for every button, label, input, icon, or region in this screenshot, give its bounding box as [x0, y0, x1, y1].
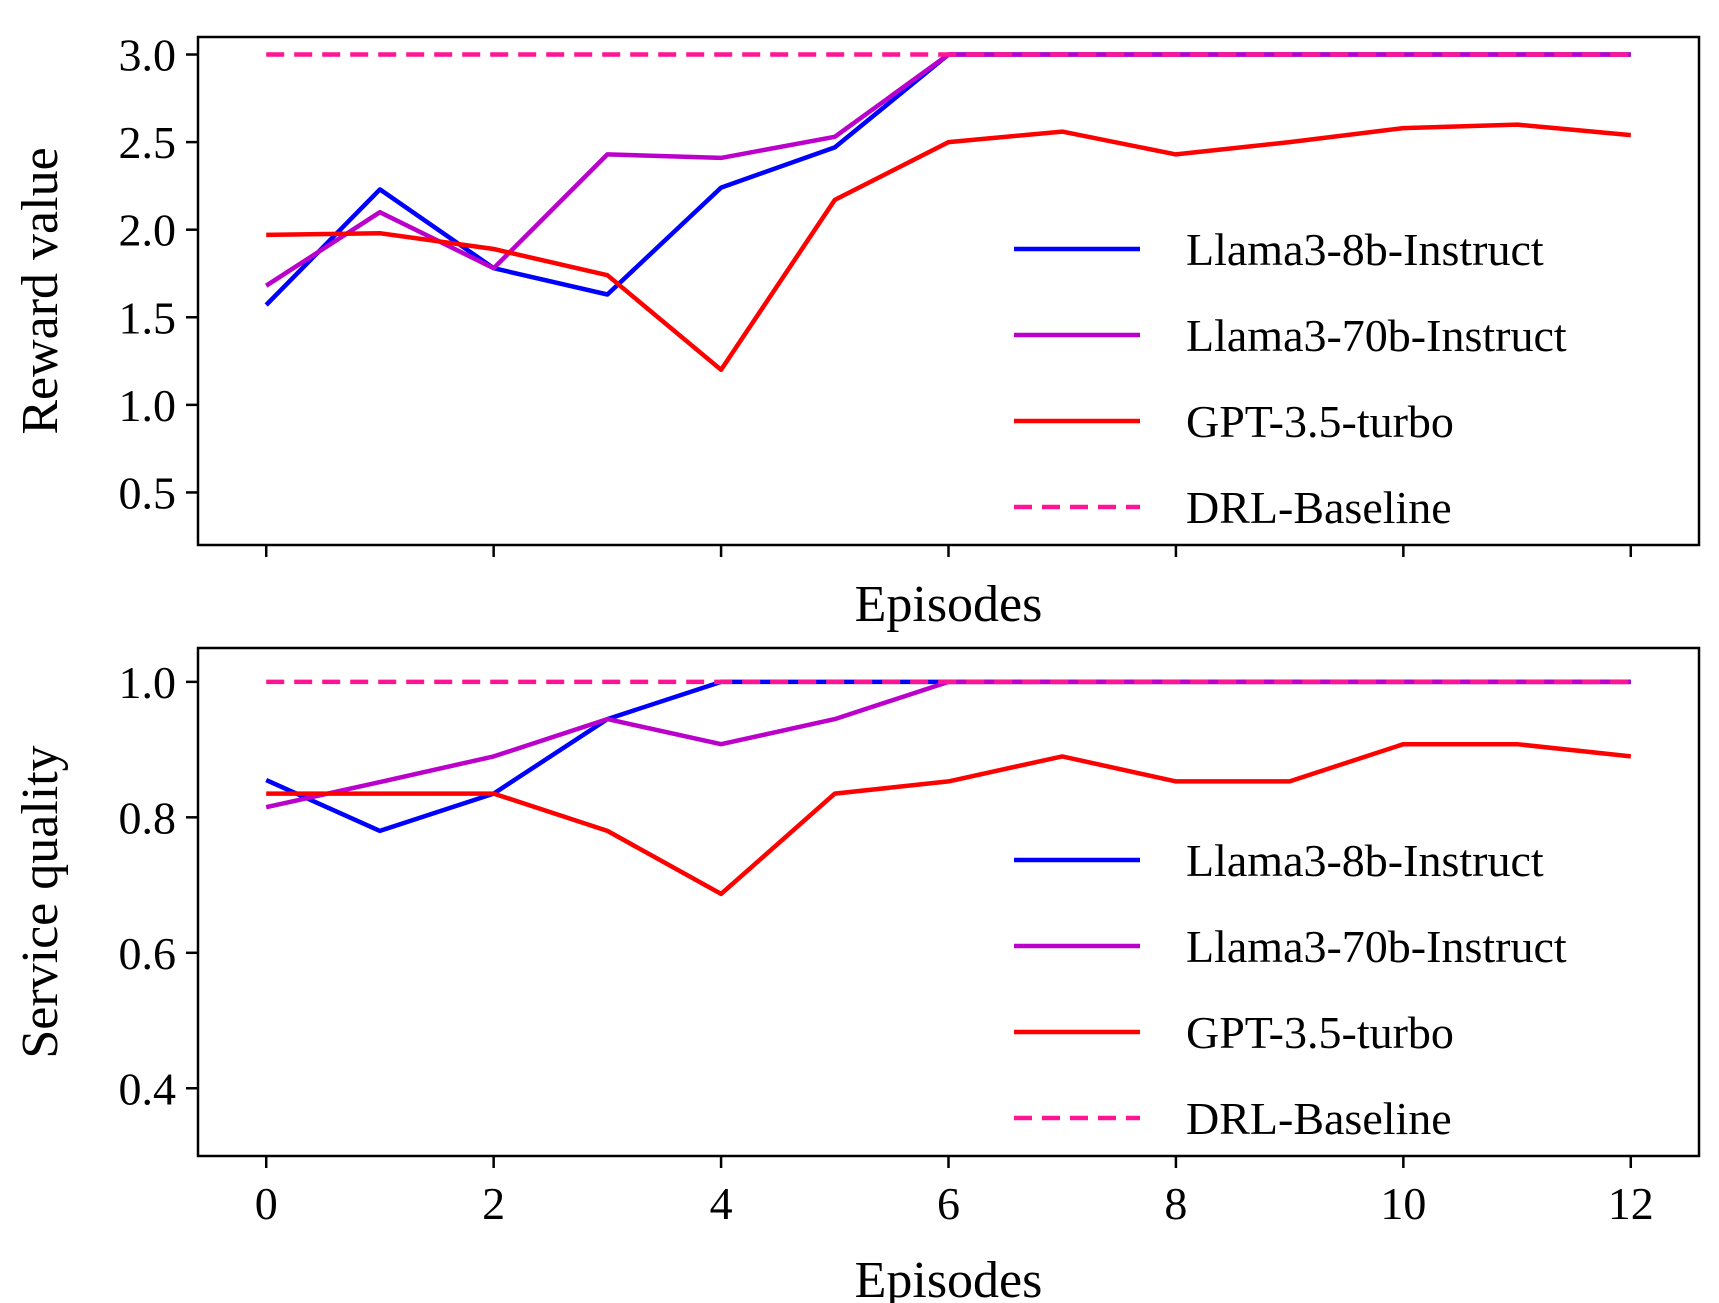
- y-axis-label: Reward value: [12, 147, 69, 434]
- y-tick-label: 2.5: [119, 117, 177, 168]
- legend-label-gpt-3-5-turbo: GPT-3.5-turbo: [1186, 1007, 1454, 1058]
- x-axis-label: Episodes: [855, 576, 1043, 633]
- y-tick-label: 0.5: [119, 467, 177, 518]
- y-tick-label: 1.0: [119, 657, 177, 708]
- service-quality-panel: 0.4 0.6 0.8 1.0 0 2 4 6 8 10 12 Episodes Service qua…: [12, 646, 1701, 1303]
- legend-label-gpt-3-5-turbo: GPT-3.5-turbo: [1186, 396, 1454, 447]
- y-tick-label: 0.4: [119, 1063, 177, 1114]
- axes-frame: [196, 35, 1701, 547]
- axes-frame: [196, 646, 1701, 1158]
- x-tick-label: 6: [937, 1178, 960, 1229]
- y-tick-label: 1.5: [119, 292, 177, 343]
- y-axis-label: Service quality: [12, 745, 69, 1058]
- x-axis-label: Episodes: [855, 1252, 1043, 1303]
- legend-label-llama3-70b-instruct: Llama3-70b-Instruct: [1186, 921, 1567, 972]
- legend-label-drl-baseline: DRL-Baseline: [1186, 482, 1452, 533]
- series-line-gpt-3-5-turbo: [266, 122, 1632, 373]
- x-tick-label: 10: [1380, 1178, 1426, 1229]
- x-tick-label: 12: [1608, 1178, 1654, 1229]
- legend-label-drl-baseline: DRL-Baseline: [1186, 1093, 1452, 1144]
- series-line-gpt-3-5-turbo: [266, 741, 1632, 897]
- reward-value-panel: 0.5 1.0 1.5 2.0 2.5 3.0 Episodes Reward value Ll…: [12, 30, 1701, 633]
- x-tick-label: 0: [255, 1178, 278, 1229]
- y-tick-label: 0.6: [119, 928, 177, 979]
- series-line-llama3-8b-instruct: [265, 679, 1631, 834]
- legend-label-llama3-70b-instruct: Llama3-70b-Instruct: [1186, 310, 1567, 361]
- y-tick-label: 0.8: [119, 792, 177, 843]
- legend-label-llama3-8b-instruct: Llama3-8b-Instruct: [1186, 224, 1544, 275]
- y-tick-label: 2.0: [119, 205, 177, 256]
- legend-label-llama3-8b-instruct: Llama3-8b-Instruct: [1186, 835, 1544, 886]
- y-tick-label: 3.0: [119, 30, 177, 81]
- x-tick-label: 8: [1164, 1178, 1187, 1229]
- x-tick-label: 4: [710, 1178, 733, 1229]
- x-tick-label: 2: [482, 1178, 505, 1229]
- y-tick-label: 1.0: [119, 380, 177, 431]
